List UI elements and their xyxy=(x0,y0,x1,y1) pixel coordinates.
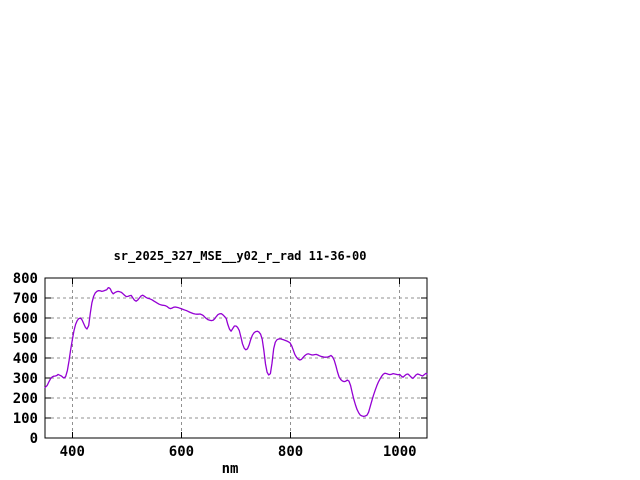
x-tick-label: 800 xyxy=(278,444,303,460)
spectrum-line xyxy=(44,286,428,418)
chart-title: sr_2025_327_MSE__y02_r_rad 11-36-00 xyxy=(113,249,367,263)
y-tick-label: 500 xyxy=(13,331,38,347)
y-tick-label: 100 xyxy=(13,411,38,427)
x-tick-label: 400 xyxy=(60,444,85,460)
x-axis-label: nm xyxy=(221,461,239,477)
y-tick-label: 600 xyxy=(13,311,38,327)
y-tick-label: 300 xyxy=(13,371,38,387)
y-tick-label: 400 xyxy=(13,351,38,367)
y-tick-label: 200 xyxy=(13,391,38,407)
y-tick-label: 800 xyxy=(13,271,38,287)
y-tick-label: 700 xyxy=(13,291,38,307)
y-tick-label: 0 xyxy=(30,431,38,447)
x-tick-label: 600 xyxy=(169,444,194,460)
x-tick-label: 1000 xyxy=(383,444,417,460)
